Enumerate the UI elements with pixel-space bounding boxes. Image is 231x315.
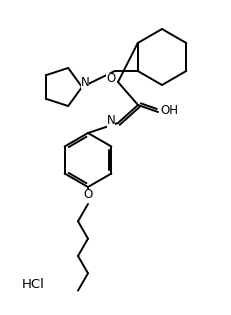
Text: OH: OH	[160, 105, 178, 117]
Text: N: N	[81, 76, 89, 89]
Text: HCl: HCl	[22, 278, 45, 291]
Text: O: O	[83, 188, 93, 202]
Text: N: N	[107, 114, 115, 128]
Text: O: O	[106, 72, 116, 85]
